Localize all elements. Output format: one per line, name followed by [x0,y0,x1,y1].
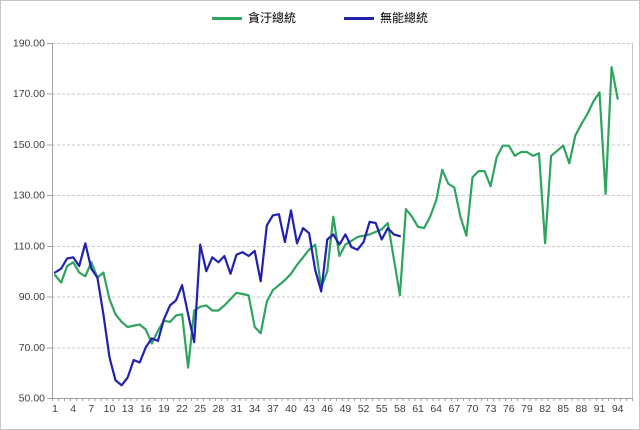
x-axis-label: 88 [576,403,588,415]
x-axis-label: 37 [267,403,279,415]
y-axis-label: 50.00 [19,393,45,405]
x-axis-label: 16 [140,403,152,415]
x-axis-label: 70 [467,403,479,415]
x-axis-label: 64 [430,403,442,415]
x-axis-label: 34 [249,403,261,415]
y-axis-label: 90.00 [19,291,45,303]
legend-label: 無能總統 [380,11,429,25]
y-axis-label: 70.00 [19,342,45,354]
x-axis-label: 1 [52,403,58,415]
x-axis-label: 58 [394,403,406,415]
y-axis-label: 130.00 [13,190,45,202]
x-axis-label: 13 [122,403,134,415]
x-axis-label: 52 [358,403,370,415]
y-axis-label: 110.00 [14,240,45,252]
legend-item-incompetent-president: 無能總統 [344,11,428,25]
y-axis-label: 170.00 [13,88,45,100]
x-axis-label: 91 [594,403,606,415]
x-axis-label: 31 [231,403,243,415]
x-axis-label: 85 [557,403,569,415]
x-axis-label: 67 [448,403,460,415]
legend-label: 貪汙總統 [247,11,296,25]
x-axis-label: 79 [521,403,533,415]
x-axis-label: 7 [88,403,94,415]
incompetent-president-series-line [53,209,401,387]
x-axis-label: 49 [340,403,352,415]
x-axis-label: 19 [158,403,170,415]
x-axis-label: 28 [213,403,225,415]
x-axis-label: 61 [412,403,424,415]
x-axis-label: 25 [194,403,206,415]
x-axis-label: 76 [503,403,515,415]
legend-swatch-blue-line [344,16,374,20]
legend-swatch-green-line [211,16,242,20]
x-axis-label: 73 [485,403,497,415]
x-axis-label: 4 [70,403,76,415]
x-axis-label: 82 [539,403,551,415]
chart-legend: 貪汙總統 無能總統 [1,11,639,25]
legend-item-corrupt-president: 貪汙總統 [211,11,296,25]
x-axis-label: 94 [612,403,624,415]
corrupt-president-series-line [53,65,619,369]
x-axis-label: 40 [285,403,297,415]
y-axis-label: 190.00 [13,38,45,50]
x-axis-label: 55 [376,403,388,415]
y-axis-label: 150.00 [13,139,45,151]
x-axis-label: 46 [321,403,333,415]
x-axis-label: 22 [176,403,188,415]
x-axis-label: 43 [303,403,315,415]
x-axis-label: 10 [104,403,116,415]
